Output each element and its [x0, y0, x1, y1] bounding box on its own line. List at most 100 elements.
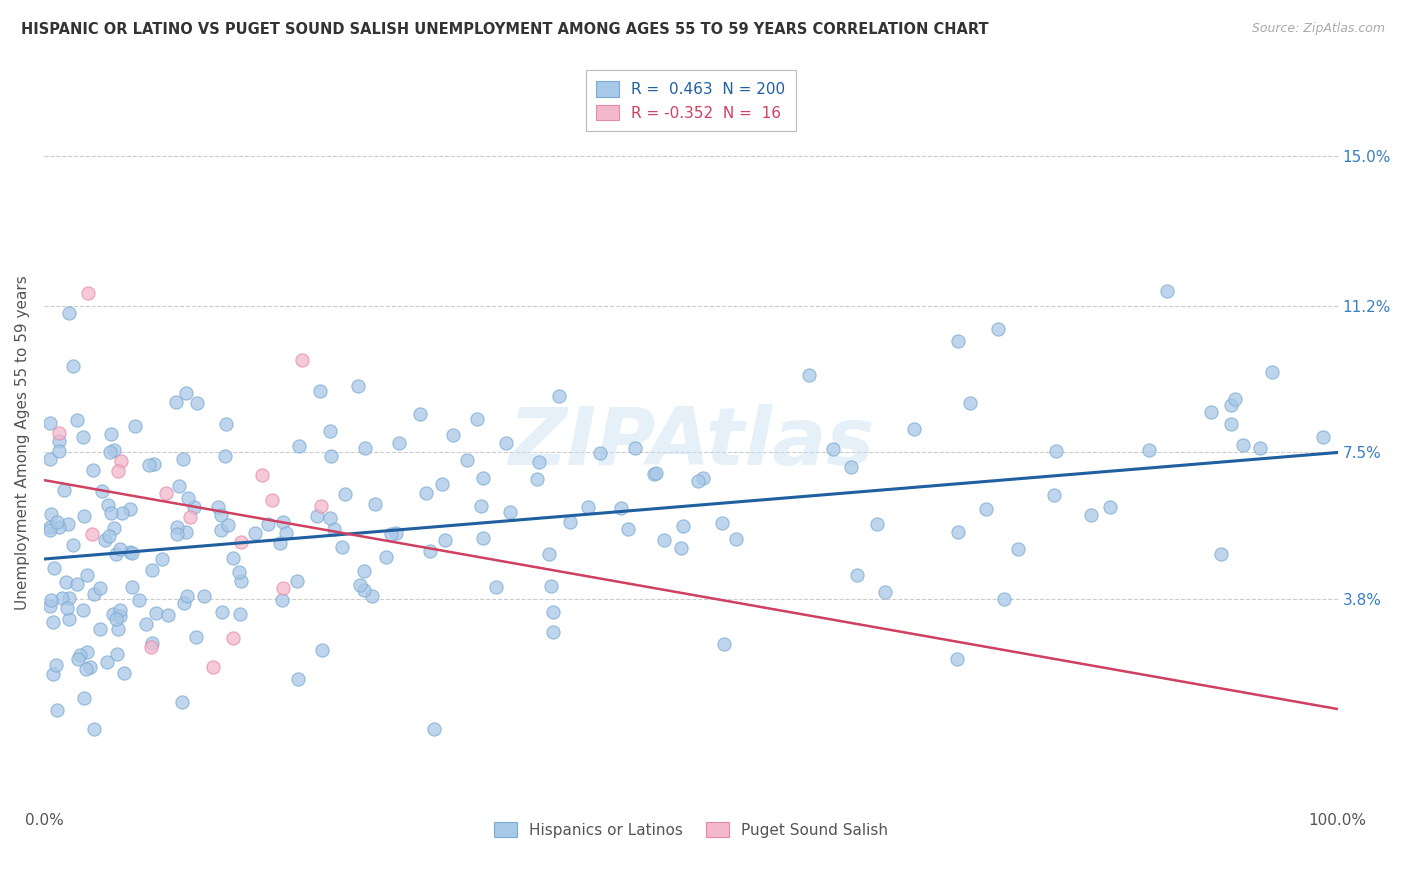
- Point: [172, 451, 194, 466]
- Point: [39, 524, 62, 538]
- Point: [69, 648, 91, 663]
- Point: [89, 582, 111, 596]
- Point: [39, 599, 62, 613]
- Point: [170, 695, 193, 709]
- Point: [202, 659, 225, 673]
- Point: [173, 596, 195, 610]
- Point: [644, 467, 666, 481]
- Point: [184, 630, 207, 644]
- Point: [540, 579, 562, 593]
- Point: [141, 564, 163, 578]
- Point: [987, 321, 1010, 335]
- Point: [228, 566, 250, 580]
- Point: [103, 607, 125, 621]
- Point: [271, 593, 294, 607]
- Point: [76, 567, 98, 582]
- Point: [176, 589, 198, 603]
- Point: [48, 444, 70, 458]
- Point: [1209, 548, 1232, 562]
- Point: [229, 534, 252, 549]
- Point: [839, 460, 862, 475]
- Point: [221, 631, 243, 645]
- Point: [39, 416, 62, 430]
- Point: [308, 384, 330, 399]
- Point: [110, 453, 132, 467]
- Point: [39, 520, 62, 534]
- Point: [526, 472, 548, 486]
- Point: [42, 615, 65, 629]
- Point: [108, 541, 131, 556]
- Point: [456, 452, 478, 467]
- Point: [145, 606, 167, 620]
- Point: [155, 486, 177, 500]
- Point: [98, 445, 121, 459]
- Point: [58, 306, 80, 320]
- Point: [111, 506, 134, 520]
- Point: [250, 468, 273, 483]
- Point: [1249, 441, 1271, 455]
- Point: [91, 484, 114, 499]
- Point: [39, 452, 62, 467]
- Text: HISPANIC OR LATINO VS PUGET SOUND SALISH UNEMPLOYMENT AMONG AGES 55 TO 59 YEARS : HISPANIC OR LATINO VS PUGET SOUND SALISH…: [21, 22, 988, 37]
- Point: [39, 593, 62, 607]
- Point: [135, 617, 157, 632]
- Point: [39, 508, 62, 522]
- Point: [1223, 392, 1246, 406]
- Point: [72, 691, 94, 706]
- Point: [419, 544, 441, 558]
- Point: [472, 471, 495, 485]
- Point: [974, 502, 997, 516]
- Point: [309, 499, 332, 513]
- Point: [97, 498, 120, 512]
- Point: [333, 487, 356, 501]
- Point: [217, 518, 239, 533]
- Point: [179, 510, 201, 524]
- Point: [107, 464, 129, 478]
- Point: [349, 578, 371, 592]
- Point: [142, 457, 165, 471]
- Point: [388, 436, 411, 450]
- Point: [209, 508, 232, 522]
- Point: [409, 407, 432, 421]
- Point: [209, 523, 232, 537]
- Point: [548, 389, 571, 403]
- Point: [866, 516, 889, 531]
- Point: [66, 652, 89, 666]
- Point: [186, 396, 208, 410]
- Point: [465, 411, 488, 425]
- Point: [322, 522, 344, 536]
- Point: [441, 428, 464, 442]
- Point: [276, 525, 298, 540]
- Point: [617, 522, 640, 536]
- Point: [169, 479, 191, 493]
- Point: [415, 486, 437, 500]
- Point: [256, 517, 278, 532]
- Point: [353, 583, 375, 598]
- Point: [1312, 429, 1334, 443]
- Point: [873, 584, 896, 599]
- Point: [72, 603, 94, 617]
- Point: [271, 581, 294, 595]
- Point: [375, 550, 398, 565]
- Point: [1220, 398, 1243, 412]
- Point: [1199, 405, 1222, 419]
- Point: [176, 386, 198, 401]
- Point: [1043, 488, 1066, 502]
- Point: [363, 497, 385, 511]
- Point: [319, 449, 342, 463]
- Point: [269, 536, 291, 550]
- Point: [360, 589, 382, 603]
- Point: [55, 601, 77, 615]
- Point: [291, 352, 314, 367]
- Point: [271, 516, 294, 530]
- Point: [207, 500, 229, 514]
- Point: [692, 470, 714, 484]
- Point: [55, 574, 77, 589]
- Point: [83, 722, 105, 736]
- Point: [110, 609, 132, 624]
- Point: [121, 546, 143, 560]
- Point: [79, 660, 101, 674]
- Point: [311, 643, 333, 657]
- Point: [353, 564, 375, 578]
- Point: [73, 508, 96, 523]
